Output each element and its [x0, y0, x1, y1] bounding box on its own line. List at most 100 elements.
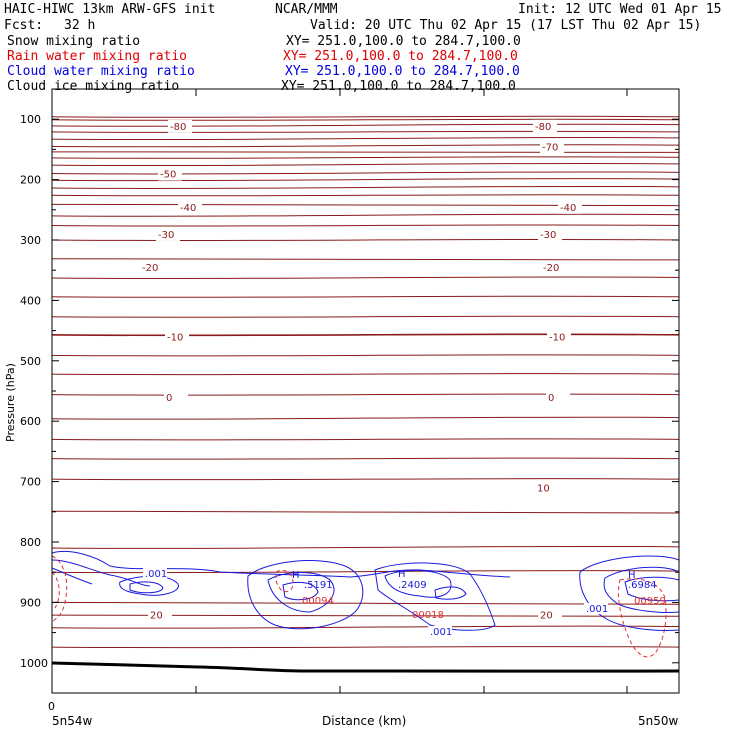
y-tick-label: 800 — [20, 536, 41, 549]
axes: 1002003004005006007008009001000Pressure … — [4, 89, 679, 728]
contour-label-bg — [140, 261, 164, 275]
cloud-water-contour — [51, 559, 151, 587]
temperature-contour-label: -10 — [167, 333, 183, 344]
cloud-water-contour — [129, 581, 164, 594]
temperature-contour — [51, 194, 680, 197]
temperature-contour-label: 20 — [540, 610, 553, 621]
temperature-contour-label: 0 — [548, 393, 554, 404]
temperature-contour — [51, 570, 680, 574]
y-tick-label: 1000 — [20, 657, 48, 670]
temperature-contours — [51, 115, 680, 649]
rain-water-max-value: 00018 — [412, 610, 444, 621]
temperature-contour-label: -70 — [542, 142, 558, 153]
temperature-contour — [51, 457, 680, 460]
temperature-contour — [51, 625, 680, 629]
terrain-surface — [51, 661, 680, 673]
temperature-contour-label: -80 — [170, 122, 186, 133]
contour-label-bg — [164, 391, 188, 405]
contour-labels: -80 -80 -70 -50 -40 -40 -30 -30 -20 -20 -10 -10 0 0 10… — [140, 119, 666, 638]
legend-cloud-ice-xy: XY= 251.0,100.0 to 284.7,100.0 — [281, 79, 516, 94]
temperature-contour — [51, 510, 680, 514]
contour-label-bg — [540, 140, 564, 154]
temperature-contour — [51, 203, 680, 207]
y-tick-label: 400 — [20, 294, 41, 307]
temperature-contour — [51, 238, 680, 242]
legend-cloud-water-xy: XY= 251.0,100.0 to 284.7,100.0 — [285, 64, 520, 79]
contour-label-bg — [538, 227, 562, 241]
temperature-contour — [51, 224, 680, 227]
cloud-water-contours — [51, 551, 680, 631]
legend-snow-name: Snow mixing ratio — [7, 34, 141, 49]
cloud-water-contour — [434, 586, 467, 600]
cloud-water-contour — [579, 555, 680, 631]
temperature-contour — [51, 123, 680, 127]
x-start-tick-label: 0 — [48, 700, 55, 713]
temperature-contour — [51, 276, 680, 280]
temperature-contour — [51, 373, 680, 376]
contour-label-bg — [558, 200, 582, 214]
temperature-contour — [51, 178, 680, 182]
temperature-contour-label: -30 — [158, 230, 174, 241]
y-tick-label: 200 — [20, 174, 41, 187]
contour-label-bg — [538, 608, 562, 622]
temperature-contour — [51, 545, 680, 550]
contour-label-bg — [168, 119, 192, 133]
temperature-contour — [51, 156, 680, 159]
y-tick-label: 500 — [20, 355, 41, 368]
temperature-contour — [51, 614, 680, 617]
temperature-contour — [51, 136, 680, 141]
cloud-water-contour — [282, 581, 319, 601]
valid-time: Valid: 20 UTC Thu 02 Apr 15 (17 LST Thu … — [310, 18, 702, 33]
rain-water-contour — [617, 578, 667, 658]
temperature-contour-label: -40 — [560, 203, 576, 214]
temperature-contour — [51, 115, 680, 118]
temperature-contour — [51, 478, 680, 481]
x-right-location: 5n50w — [638, 714, 679, 728]
temperature-contour — [51, 416, 680, 420]
contour-label-bg — [533, 119, 557, 133]
temperature-contour — [51, 151, 680, 153]
temperature-contour — [51, 171, 680, 175]
y-tick-label: 600 — [20, 415, 41, 428]
legend-snow-xy: XY= 251.0,100.0 to 284.7,100.0 — [286, 34, 521, 49]
contour-label-bg — [165, 330, 189, 344]
contour-label-bg — [178, 200, 202, 214]
temperature-contour — [51, 438, 680, 441]
temperature-contour-label: -30 — [540, 230, 556, 241]
maximum-marker: H — [292, 570, 300, 581]
cloud-water-contour — [51, 551, 511, 578]
cloud-water-contour — [267, 572, 335, 613]
contour-label-bg — [156, 227, 180, 241]
cloud-water-label: .001 — [586, 604, 608, 615]
rain-water-contour — [51, 555, 68, 623]
forecast-label: Fcst: — [4, 18, 44, 33]
temperature-contour-label: 10 — [537, 484, 550, 495]
temperature-contour-label: 20 — [150, 610, 163, 621]
contour-label-bg — [535, 481, 559, 495]
temperature-contour — [51, 118, 680, 121]
cloud-water-label: .001 — [430, 627, 452, 638]
temperature-contour — [51, 130, 680, 133]
temperature-contour — [51, 185, 680, 190]
temperature-contour-label: -20 — [142, 263, 158, 274]
temperature-contour-label: -80 — [535, 122, 551, 133]
model-title: HAIC-HIWC 13km ARW-GFS init — [4, 2, 216, 17]
cloud-water-contour — [384, 569, 452, 598]
temperature-contour — [51, 144, 680, 148]
y-tick-label: 100 — [20, 113, 41, 126]
x-left-location: 5n54w — [52, 714, 93, 728]
temperature-contour — [51, 315, 680, 318]
cloud-water-contour — [603, 566, 680, 613]
legend-rain-xy: XY= 251.0,100.0 to 284.7,100.0 — [283, 49, 518, 64]
y-tick-label: 700 — [20, 476, 41, 489]
legend-rain-name: Rain water mixing ratio — [7, 49, 188, 64]
cloud-water-label: .001 — [145, 569, 167, 580]
cloud-water-contour — [247, 560, 364, 630]
cloud-label-bg — [428, 626, 452, 637]
rain-water-contours — [51, 555, 667, 658]
cloud-water-max-value: .5191 — [304, 580, 333, 591]
temperature-contour — [51, 393, 680, 396]
rain-water-max-value: 00959 — [634, 596, 666, 607]
contour-label-bg — [158, 167, 182, 181]
